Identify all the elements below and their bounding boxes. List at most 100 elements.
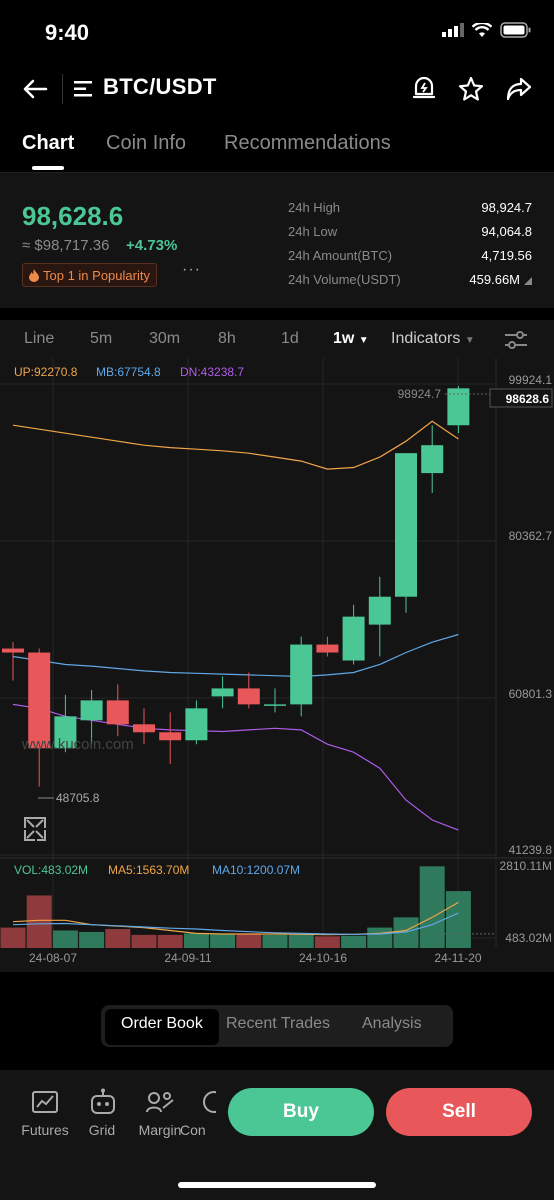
- volume-bar: [105, 929, 131, 948]
- convert-icon[interactable]: [200, 1090, 216, 1116]
- tab-coin-info[interactable]: Coin Info: [106, 132, 187, 154]
- low-marker: 48705.8: [56, 791, 100, 805]
- fullscreen-icon[interactable]: [24, 817, 46, 841]
- flame-icon: [29, 268, 39, 282]
- date-axis-label: 24-08-07: [29, 951, 77, 965]
- back-arrow-icon[interactable]: [22, 78, 48, 100]
- main-tabs: Chart Coin Info Recommendations: [0, 120, 554, 172]
- footer-convert[interactable]: Con: [180, 1122, 206, 1138]
- tab-recent-trades[interactable]: Recent Trades: [226, 1015, 331, 1032]
- candle-body: [342, 616, 365, 661]
- trade-footer: Futures Grid Margin Con Buy Sell: [0, 1070, 554, 1200]
- price-axis-label: 41239.8: [509, 843, 553, 857]
- indicators-dropdown[interactable]: Indicators ▼: [391, 330, 475, 348]
- sell-button[interactable]: Sell: [386, 1088, 532, 1136]
- volume-bar: [210, 933, 236, 948]
- timeframe-1d[interactable]: 1d: [281, 330, 299, 347]
- volume-bar: [131, 934, 157, 948]
- dropdown-caret-icon: ▼: [464, 335, 475, 346]
- volume-bars: [0, 866, 496, 948]
- date-axis-label: 24-09-11: [164, 951, 211, 965]
- stat-label: 24h High: [288, 200, 341, 215]
- ma5-legend: MA5:1563.70M: [108, 863, 189, 877]
- price-change: +4.73%: [126, 237, 178, 254]
- tab-active-indicator: [32, 166, 64, 170]
- watermark: www.kucoin.com: [21, 736, 134, 753]
- star-icon[interactable]: [458, 76, 484, 102]
- candle-body: [395, 453, 417, 597]
- candle-body: [447, 388, 470, 426]
- alert-bell-icon[interactable]: [412, 76, 436, 102]
- volume-bar: [262, 934, 288, 948]
- candle-body: [237, 688, 260, 705]
- boll-lower-line: [12, 703, 459, 831]
- indicators-label: Indicators: [391, 330, 461, 347]
- timeframe-8h[interactable]: 8h: [218, 330, 236, 347]
- futures-icon[interactable]: [31, 1090, 59, 1116]
- share-icon[interactable]: [506, 76, 532, 102]
- volume-bar: [79, 931, 105, 948]
- candle-body: [316, 644, 339, 653]
- battery-icon: [500, 22, 531, 38]
- settings-sliders-icon[interactable]: [505, 330, 527, 350]
- orderbook-tabs: Order Book Recent Trades Analysis: [101, 1005, 453, 1047]
- chart-panel: Line 5m 30m 8h 1d 1w ▼ Indicators ▼ UP:9…: [0, 320, 554, 972]
- candle-body: [133, 724, 155, 733]
- candlestick-chart[interactable]: UP:92270.8 MB:67754.8 DN:43238.7 99924.1…: [0, 358, 554, 972]
- footer-grid[interactable]: Grid: [88, 1122, 116, 1138]
- timeframe-5m[interactable]: 5m: [90, 330, 113, 347]
- boll-middle-line: [12, 633, 459, 678]
- timeframe-1w-label: 1w: [333, 330, 355, 347]
- boll-up-legend: UP:92270.8: [14, 365, 78, 379]
- margin-icon[interactable]: [145, 1090, 175, 1116]
- timeframe-line[interactable]: Line: [24, 330, 55, 347]
- timeframe-1w[interactable]: 1w ▼: [333, 330, 369, 348]
- candle-body: [368, 596, 391, 625]
- last-price-tag: [489, 388, 553, 408]
- volume-bar: [445, 891, 471, 948]
- status-icons: [442, 22, 532, 38]
- timeframe-30m[interactable]: 30m: [149, 330, 181, 347]
- candle-body: [290, 644, 313, 705]
- volume-bar: [157, 934, 183, 948]
- candle-body: [185, 708, 208, 741]
- grid-bot-icon[interactable]: [88, 1088, 118, 1116]
- tab-recommendations[interactable]: Recommendations: [224, 132, 391, 154]
- boll-mb-legend: MB:67754.8: [96, 365, 161, 379]
- last-price-axis-label: 98628.6: [506, 392, 550, 406]
- price-axis-label: 60801.3: [509, 687, 553, 701]
- menu-icon[interactable]: [74, 80, 94, 98]
- date-axis-label: 24-11-20: [434, 951, 481, 965]
- volume-ma10-line: [12, 912, 459, 935]
- pair-title[interactable]: BTC/USDT: [103, 74, 217, 99]
- tab-analysis[interactable]: Analysis: [362, 1015, 422, 1032]
- stat-value: 459.66M: [469, 272, 520, 287]
- volume-axis-label: 2810.11M: [500, 859, 552, 873]
- more-icon[interactable]: ···: [182, 261, 201, 278]
- price-axis-label: 80362.7: [509, 529, 553, 543]
- stat-label: 24h Amount(BTC): [288, 248, 393, 263]
- dropdown-caret-icon: ▼: [358, 335, 369, 346]
- date-axis-label: 24-10-16: [299, 951, 347, 965]
- popularity-label: Top 1 in Popularity: [43, 267, 150, 283]
- stat-label: 24h Low: [288, 224, 338, 239]
- candle-body: [264, 704, 286, 706]
- footer-futures[interactable]: Futures: [21, 1122, 69, 1138]
- home-indicator: [178, 1182, 376, 1188]
- top-nav: BTC/USDT: [0, 66, 554, 116]
- high-marker: 98924.7: [398, 387, 442, 401]
- footer-margin[interactable]: Margin: [138, 1122, 182, 1138]
- volume-bar: [341, 935, 367, 948]
- wifi-icon: [472, 22, 492, 37]
- fiat-price: ≈ $98,717.36: [22, 237, 110, 254]
- tab-chart[interactable]: Chart: [22, 132, 75, 154]
- buy-button[interactable]: Buy: [228, 1088, 374, 1136]
- chart-grid: [0, 358, 554, 948]
- candle-body: [2, 648, 24, 653]
- candle-body: [28, 652, 51, 749]
- volume-bar: [26, 895, 52, 948]
- popularity-badge[interactable]: Top 1 in Popularity: [22, 263, 157, 287]
- tab-order-book[interactable]: Order Book: [121, 1015, 203, 1032]
- price-summary: 98,628.6 ≈ $98,717.36 +4.73% Top 1 in Po…: [0, 172, 554, 309]
- boll-dn-legend: DN:43238.7: [180, 365, 244, 379]
